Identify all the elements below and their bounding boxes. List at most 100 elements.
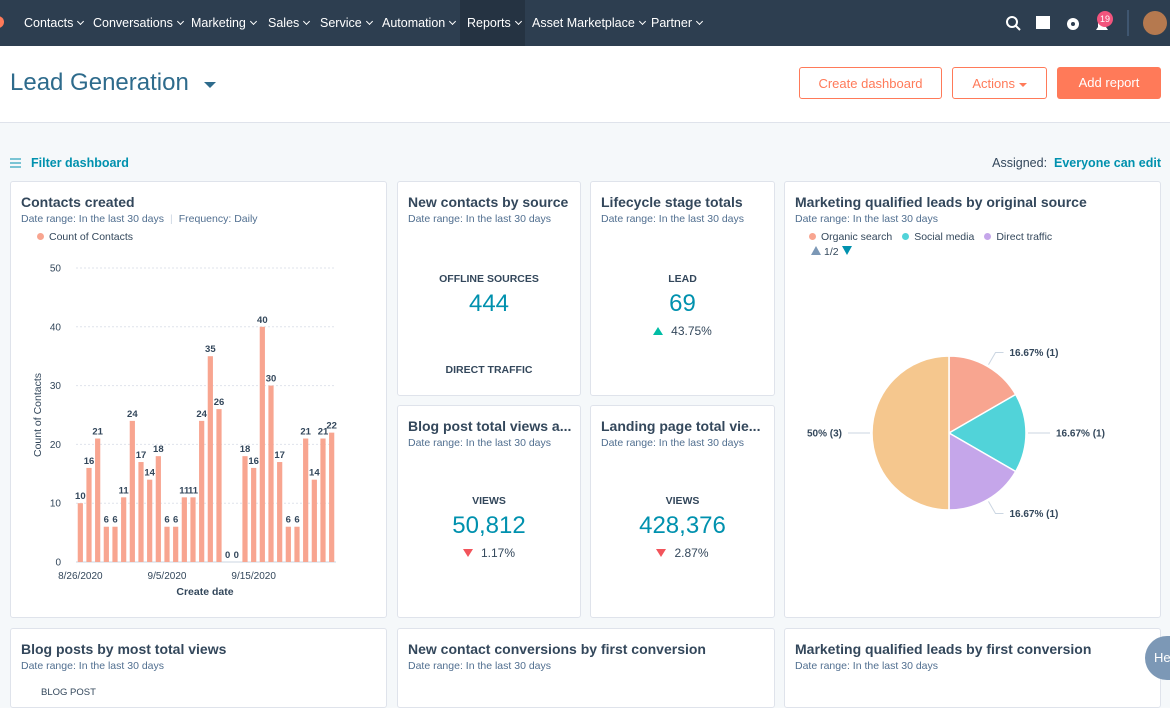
- data-label: 6: [173, 515, 178, 526]
- data-label: 30: [266, 374, 277, 385]
- data-label: 17: [136, 450, 147, 461]
- bar: [294, 527, 299, 562]
- nav-icons: 19: [1000, 0, 1170, 46]
- bar: [312, 480, 317, 562]
- bar: [277, 462, 282, 562]
- mql-source-card: Marketing qualified leads by original so…: [784, 181, 1161, 618]
- add-report-button[interactable]: Add report: [1057, 67, 1161, 99]
- bar: [138, 462, 143, 562]
- data-label: 6: [164, 515, 169, 526]
- data-label: 16: [84, 456, 95, 467]
- report-card: Marketing qualified leads by first conve…: [784, 628, 1161, 708]
- data-label: 35: [205, 344, 216, 355]
- down-arrow: [656, 549, 666, 557]
- bar: [86, 468, 91, 562]
- metric-change: 43.75%: [591, 324, 774, 338]
- metric-label: VIEWS: [591, 495, 774, 507]
- card-title: New contact conversions by first convers…: [408, 641, 706, 657]
- bar: [208, 356, 213, 562]
- data-label: 6: [294, 515, 299, 526]
- card-subtitle: Date range: In the last 30 days: [408, 437, 551, 449]
- report-card: Blog posts by most total views Date rang…: [10, 628, 387, 708]
- search-icon[interactable]: [1007, 17, 1017, 27]
- report-card: New contact conversions by first convers…: [397, 628, 775, 708]
- dashboard-title[interactable]: Lead Generation: [10, 69, 189, 97]
- data-label: 21: [92, 427, 103, 438]
- nav-item[interactable]: Conversations: [86, 0, 190, 46]
- card-subtitle: Date range: In the last 30 days: [21, 660, 164, 672]
- kpi-card: Blog post total views a... Date range: I…: [397, 405, 581, 618]
- bar: [104, 527, 109, 562]
- down-arrow: [463, 549, 473, 557]
- bar: [199, 421, 204, 562]
- bar: [320, 439, 325, 562]
- data-label: 18: [240, 444, 251, 455]
- nav-item[interactable]: Sales: [261, 0, 316, 46]
- bar: [286, 527, 291, 562]
- nav-item[interactable]: Automation: [375, 0, 462, 46]
- pie-slice: [872, 356, 949, 510]
- data-label: 16: [248, 456, 259, 467]
- assigned-value[interactable]: Everyone can edit: [1054, 156, 1161, 170]
- assigned-label: Assigned:: [992, 156, 1047, 170]
- x-tick-label: 9/5/2020: [148, 571, 187, 582]
- y-tick-label: 40: [50, 322, 62, 333]
- bar: [190, 497, 195, 562]
- bar: [303, 439, 308, 562]
- data-label: 10: [75, 491, 86, 502]
- change-value: 43.75%: [671, 324, 712, 338]
- x-axis-title: Create date: [176, 586, 233, 598]
- header: Lead Generation Create dashboard Actions…: [0, 46, 1170, 123]
- nav-item[interactable]: Marketing: [184, 0, 263, 46]
- kpi-card: Lifecycle stage totals Date range: In th…: [590, 181, 775, 396]
- bar: [121, 497, 126, 562]
- card-title: Landing page total vie...: [601, 418, 760, 434]
- metric-label: OFFLINE SOURCES: [398, 273, 580, 285]
- y-tick-label: 20: [50, 440, 62, 451]
- title-dropdown[interactable]: [204, 82, 216, 88]
- filter-dashboard[interactable]: Filter dashboard: [31, 156, 129, 170]
- change-value: 1.17%: [481, 546, 515, 560]
- card-subtitle: Date range: In the last 30 days: [601, 437, 744, 449]
- contacts-created-card: Contacts created Date range: In the last…: [10, 181, 387, 618]
- data-label: 14: [309, 468, 320, 479]
- y-tick-label: 0: [55, 558, 61, 569]
- nav-item[interactable]: Contacts: [17, 0, 90, 46]
- data-label: 40: [257, 315, 268, 326]
- logo[interactable]: [0, 16, 4, 28]
- nav-item[interactable]: Reports: [460, 0, 528, 46]
- data-label: 18: [153, 444, 164, 455]
- pie-chart: 16.67% (1)16.67% (1)16.67% (1)50% (3): [785, 182, 1161, 618]
- bar: [130, 421, 135, 562]
- card-title: Lifecycle stage totals: [601, 194, 743, 210]
- metric-value: 69: [591, 290, 774, 318]
- avatar[interactable]: [1143, 11, 1167, 35]
- metric-change: 2.87%: [591, 546, 774, 560]
- data-label: 0: [225, 550, 230, 561]
- bar: [156, 456, 161, 562]
- bar: [182, 497, 187, 562]
- data-label: 26: [214, 397, 225, 408]
- data-label: 6: [286, 515, 291, 526]
- slice-label: 16.67% (1): [1010, 348, 1059, 359]
- nav-item[interactable]: Partner: [644, 0, 709, 46]
- actions-label: Actions: [972, 76, 1015, 91]
- data-label: 21: [300, 427, 311, 438]
- marketplace-icon[interactable]: [1036, 16, 1050, 29]
- bar: [147, 480, 152, 562]
- data-label: 6: [112, 515, 117, 526]
- metric-value: 444: [398, 290, 580, 318]
- metric-value: 50,812: [398, 512, 580, 540]
- data-label: 24: [127, 409, 138, 420]
- nav-item[interactable]: Asset Marketplace: [525, 0, 652, 46]
- data-label: 11: [119, 485, 130, 496]
- bar: [173, 527, 178, 562]
- nav-item[interactable]: Service: [313, 0, 379, 46]
- actions-button[interactable]: Actions: [952, 67, 1047, 99]
- bar: [268, 386, 273, 562]
- y-tick-label: 30: [50, 381, 62, 392]
- create-dashboard-button[interactable]: Create dashboard: [799, 67, 942, 99]
- bar: [242, 456, 247, 562]
